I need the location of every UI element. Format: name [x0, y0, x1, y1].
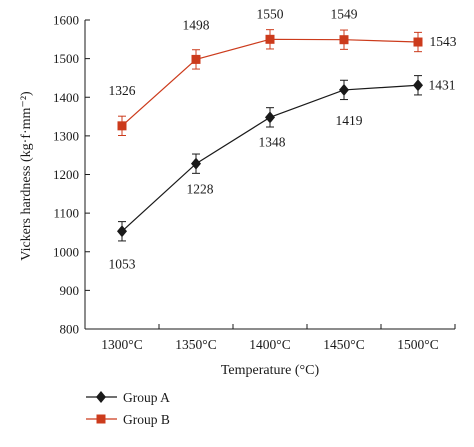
data-label: 1498 — [183, 17, 210, 32]
y-tick-label: 1100 — [53, 206, 79, 221]
series-layer: 1053 1228 1348 1419 1431 1326 1498 1550 1549 1543 — [109, 6, 457, 271]
data-point — [413, 37, 423, 47]
y-tick-label: 1200 — [53, 167, 79, 182]
y-tick-label: 1400 — [53, 90, 79, 105]
series-line — [121, 84, 419, 232]
y-tick-label: 1500 — [53, 51, 79, 66]
data-label: 1550 — [257, 6, 284, 21]
x-tick-label: 1450°C — [323, 337, 364, 352]
data-label: 1326 — [109, 83, 136, 98]
y-tick-label: 1600 — [53, 13, 79, 28]
y-tick-label: 1300 — [53, 128, 79, 143]
data-label: 1228 — [187, 182, 214, 197]
data-point — [117, 121, 127, 131]
data-point — [413, 79, 423, 92]
x-tick-label: 1400°C — [249, 337, 290, 352]
data-label: 1348 — [259, 134, 286, 149]
x-tick-label: 1300°C — [101, 337, 142, 352]
data-point — [117, 225, 127, 238]
data-point — [339, 83, 349, 96]
y-tick-label: 900 — [60, 283, 80, 298]
data-label: 1431 — [429, 77, 456, 92]
x-tick-label: 1500°C — [397, 337, 438, 352]
legend-marker — [96, 414, 106, 424]
legend-label: Group B — [123, 412, 170, 427]
y-axis-label: Vickers hardness (kg·f·mm⁻²) — [19, 91, 34, 261]
data-point — [191, 157, 201, 170]
data-point — [339, 35, 349, 45]
x-tick-label: 1350°C — [175, 337, 216, 352]
axes: 800 900 1000 1100 1200 1300 1400 1500 1600 1300°C… — [53, 13, 456, 352]
data-label: 1549 — [331, 7, 358, 22]
legend-marker — [96, 391, 106, 403]
y-tick-label: 800 — [60, 322, 80, 337]
data-label: 1053 — [109, 256, 136, 271]
data-point — [265, 34, 275, 44]
data-point — [191, 54, 201, 64]
data-label: 1419 — [336, 113, 363, 128]
y-tick-label: 1000 — [53, 244, 79, 259]
data-point — [265, 111, 275, 124]
x-axis-label: Temperature (°C) — [221, 363, 320, 378]
legend: Group A Group B — [86, 390, 170, 427]
legend-label: Group A — [123, 390, 170, 405]
data-label: 1543 — [430, 34, 457, 49]
